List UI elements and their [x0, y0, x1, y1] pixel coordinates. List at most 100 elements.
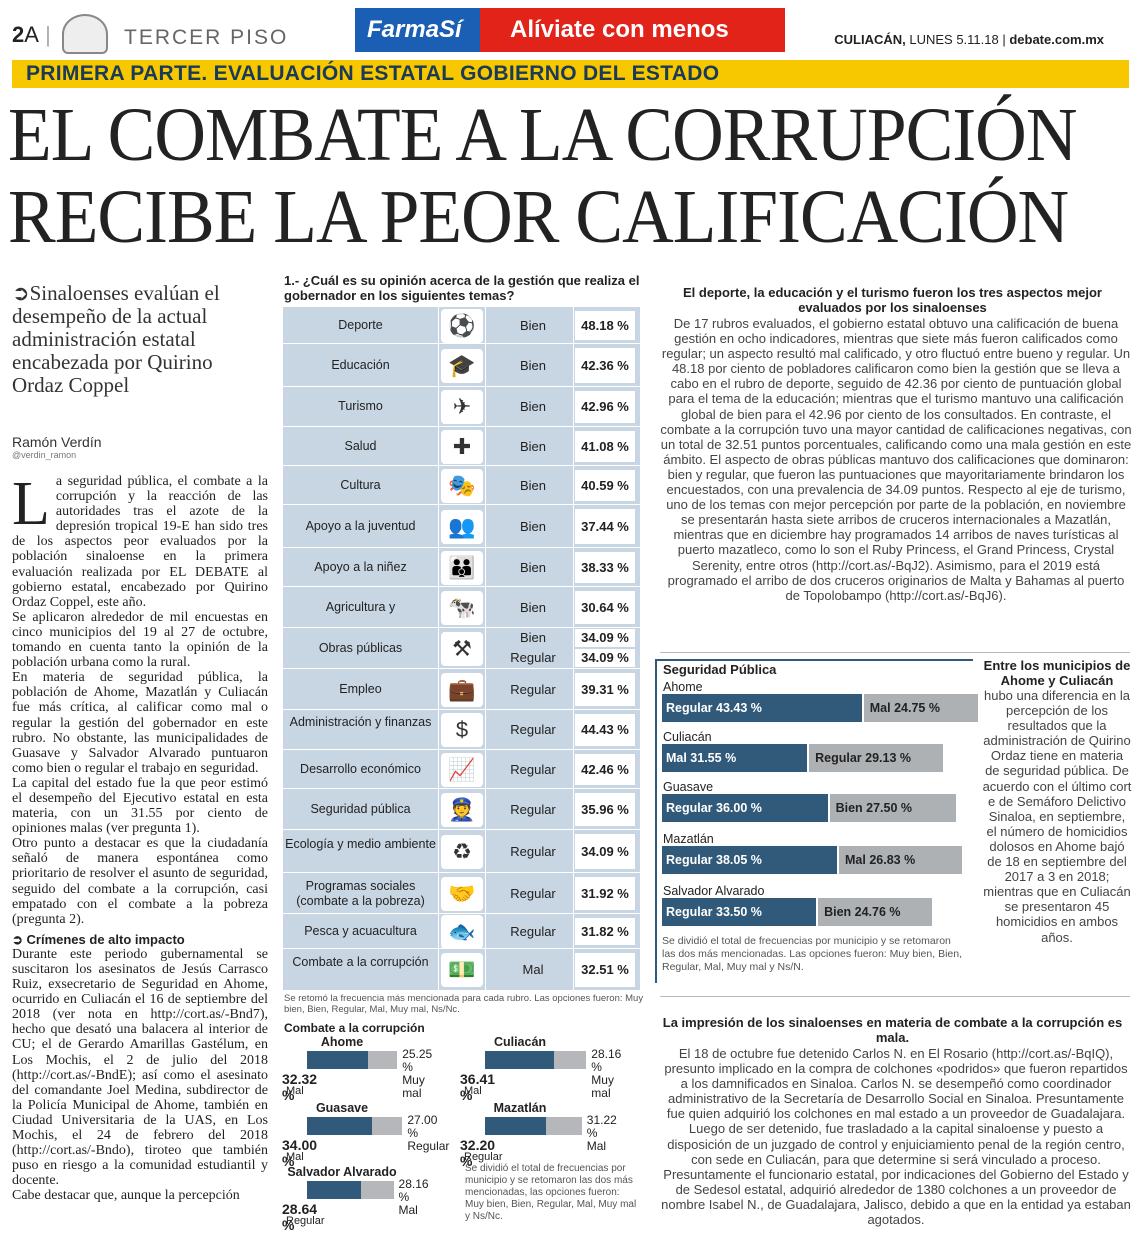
bar-primary: Regular 38.05 %	[662, 846, 838, 874]
bar-secondary: Regular 29.13 %	[809, 744, 944, 772]
primary-label: Mal	[286, 1085, 304, 1097]
table-row: Deporte ⚽ Bien 48.18 %	[283, 307, 640, 344]
bar-primary	[307, 1117, 372, 1135]
table-row: Agricultura y 🐄 Bien 30.64 %	[283, 587, 640, 628]
topic-icon: ⚒	[441, 631, 483, 666]
rating-label: Regular	[510, 885, 556, 901]
author-handle[interactable]: @verdin_ramon	[12, 450, 77, 460]
row-label: Salud	[344, 438, 377, 453]
primary-label: Regular	[464, 1151, 503, 1163]
article-body: L a seguridad pública, el combate a la c…	[12, 473, 268, 1204]
dateline-date: LUNES 5.11.18	[909, 32, 999, 47]
combate-chart: Ahome 32.32 % Mal 25.25 % Muy mal Culiacán 36.…	[282, 1021, 640, 1233]
rating-percent: 44.43 %	[575, 714, 635, 746]
row-label: Agricultura y	[325, 599, 396, 614]
row-label: Combate a la corrupción	[292, 955, 429, 969]
row-label: Desarrollo económico	[300, 761, 421, 776]
rating-percent: 32.51 %	[575, 953, 635, 987]
rating-percent: 42.36 %	[575, 348, 635, 383]
bar-secondary	[368, 1051, 398, 1069]
topic-icon: ✚	[441, 429, 483, 464]
table-row: Ecología y medio ambiente ♻ Regular 34.09 %	[283, 830, 640, 873]
bar-primary	[307, 1181, 362, 1199]
rating-label: Bien	[519, 399, 547, 414]
section-name: TERCER PISO	[124, 26, 289, 49]
paragraph: a seguridad pública, el combate a la cor…	[12, 474, 268, 610]
advertisement-banner[interactable]: FarmaSí Alíviate con menos	[355, 8, 785, 52]
paragraph: Se aplicaron alrededor de mil encuestas …	[12, 609, 268, 671]
topic-icon: 👪	[441, 550, 483, 585]
rating-percent: 31.92 %	[575, 877, 635, 910]
table-row: Turismo ✈ Bien 42.96 %	[283, 387, 640, 427]
divider	[660, 652, 1130, 653]
topic-icon: ⚽	[441, 308, 483, 343]
municipio-name: Ahome	[320, 1035, 364, 1049]
topic-icon: ♻	[441, 834, 483, 869]
municipio-label: Mazatlán	[663, 832, 714, 846]
secondary-percent: 28.16 % Mal	[398, 1177, 429, 1217]
rating-label: Bien	[519, 559, 547, 575]
municipio-label: Culiacán	[663, 730, 712, 744]
primary-percent: 32.20 %	[460, 1137, 496, 1169]
topic-icon: 🎓	[441, 348, 483, 383]
bar-primary: Regular 36.00 %	[662, 794, 828, 822]
bar-secondary	[546, 1117, 582, 1135]
subheading: ➲ Crímenes de alto impacto	[12, 931, 185, 947]
municipio-label: Ahome	[663, 680, 703, 694]
rating-label: Bien	[519, 599, 547, 615]
bar-secondary: Bien 24.76 %	[818, 898, 932, 926]
row-label: Obras públicas	[318, 640, 403, 655]
secondary-percent: 28.16 % Muy mal	[591, 1047, 622, 1100]
page-letter: A	[24, 22, 39, 47]
topic-icon: 🎭	[441, 468, 483, 503]
building-icon	[62, 14, 108, 54]
row-label: Turismo	[338, 399, 383, 413]
primary-label: Mal	[286, 1151, 304, 1163]
combate-note: Se dividió el total de frecuencias por m…	[465, 1163, 637, 1222]
divider	[660, 996, 1130, 997]
bar-primary: Regular 43.43 %	[662, 694, 862, 722]
rating-label: Regular	[510, 923, 556, 939]
secondary-percent: 27.00 % Regular	[407, 1113, 450, 1153]
topic-icon: 👥	[441, 509, 483, 544]
bar-secondary: Mal 26.83 %	[839, 846, 963, 874]
rating-percent: 31.82 %	[575, 918, 635, 945]
table-row: Administración y finanzas $ Regular 44.43 %	[283, 710, 640, 750]
bar-primary	[307, 1051, 369, 1069]
rating-percent: 34.09 %	[575, 629, 635, 647]
table-note: Se retomó la frecuencia más mencionada p…	[284, 993, 644, 1015]
byline: Ramón Verdín @verdin_ramon	[12, 434, 102, 460]
paragraph: La capital del estado fue la que peor es…	[12, 775, 268, 837]
municipio-name: Mazatlán	[493, 1101, 547, 1115]
page-number: 2A |	[12, 22, 51, 47]
rating-percent: 42.46 %	[575, 754, 635, 785]
rating-percent: 38.33 %	[575, 552, 635, 583]
bar-primary	[485, 1117, 547, 1135]
rating-label: Bien	[519, 630, 547, 645]
bar-secondary	[554, 1051, 587, 1069]
bar-primary	[485, 1051, 555, 1069]
row-label: Apoyo a la niñez	[314, 559, 407, 574]
paragraph: En materia de seguridad pública, la pobl…	[12, 670, 268, 776]
site-link[interactable]: debate.com.mx	[1009, 32, 1104, 47]
rating-percent: 42.96 %	[575, 391, 635, 423]
table-row: Salud ✚ Bien 41.08 %	[283, 427, 640, 466]
rating-label: Bien	[519, 438, 547, 454]
bar-primary: Regular 33.50 %	[662, 898, 817, 926]
ad-slogan: Alíviate con menos	[510, 16, 729, 43]
table-row: Seguridad pública 👮 Regular 35.96 %	[283, 789, 640, 830]
right-headline-1: El deporte, la educación y el turismo fu…	[682, 285, 1102, 315]
rating-label: Bien	[519, 518, 547, 534]
secondary-percent: 25.25 % Muy mal	[402, 1047, 433, 1100]
paragraph: Cabe destacar que, aunque la percepción	[12, 1188, 240, 1204]
right-text-1: De 17 rubros evaluados, el gobierno esta…	[660, 316, 1132, 603]
secondary-percent: 31.22 % Mal	[586, 1113, 617, 1153]
topic-icon: 👮	[441, 792, 483, 827]
table-row: Combate a la corrupción 💵 Mal 32.51 %	[283, 949, 640, 991]
rating-label: Regular	[510, 801, 556, 817]
row-label: Cultura	[340, 477, 381, 492]
table-row: Educación 🎓 Bien 42.36 %	[283, 344, 640, 387]
row-label: Ecología y medio ambiente	[285, 836, 436, 851]
bar-secondary: Bien 27.50 %	[829, 794, 957, 822]
rating-percent: 30.64 %	[575, 591, 635, 624]
